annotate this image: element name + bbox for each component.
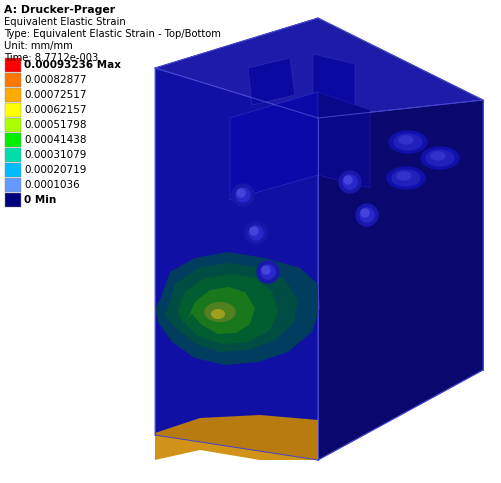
Text: 0.00051798: 0.00051798 xyxy=(24,120,86,130)
Ellipse shape xyxy=(388,131,426,153)
Text: Time: 8.7712e-003: Time: 8.7712e-003 xyxy=(4,53,98,63)
Bar xyxy=(5,58,21,72)
Circle shape xyxy=(249,227,258,235)
Ellipse shape xyxy=(430,152,444,160)
Ellipse shape xyxy=(391,170,419,186)
Bar xyxy=(5,178,21,192)
Polygon shape xyxy=(165,263,298,352)
Polygon shape xyxy=(155,415,317,460)
Circle shape xyxy=(236,189,244,197)
Bar xyxy=(5,88,21,102)
Text: 0.0001036: 0.0001036 xyxy=(24,180,80,190)
Text: 0.00020719: 0.00020719 xyxy=(24,165,86,175)
Ellipse shape xyxy=(420,147,458,169)
Ellipse shape xyxy=(425,150,453,166)
Text: 0.00072517: 0.00072517 xyxy=(24,90,86,100)
Ellipse shape xyxy=(393,134,421,150)
Bar xyxy=(5,133,21,147)
Polygon shape xyxy=(247,58,295,105)
Bar xyxy=(5,103,21,117)
Text: 0.00062157: 0.00062157 xyxy=(24,105,86,115)
Bar xyxy=(5,163,21,177)
Ellipse shape xyxy=(398,136,412,144)
Text: 0.00093236 Max: 0.00093236 Max xyxy=(24,60,121,70)
Circle shape xyxy=(359,208,373,222)
Circle shape xyxy=(257,261,279,283)
Bar xyxy=(5,148,21,162)
Text: Equivalent Elastic Strain: Equivalent Elastic Strain xyxy=(4,17,125,27)
Circle shape xyxy=(244,222,267,244)
Text: A: Drucker-Prager: A: Drucker-Prager xyxy=(4,5,115,15)
Polygon shape xyxy=(155,18,482,118)
Bar xyxy=(5,193,21,207)
Circle shape xyxy=(262,266,270,274)
Circle shape xyxy=(342,175,356,189)
Polygon shape xyxy=(210,309,224,319)
Circle shape xyxy=(248,226,263,240)
Bar xyxy=(5,73,21,87)
Circle shape xyxy=(355,204,377,226)
Text: 0.00031079: 0.00031079 xyxy=(24,150,86,160)
Text: Type: Equivalent Elastic Strain - Top/Bottom: Type: Equivalent Elastic Strain - Top/Bo… xyxy=(4,29,220,39)
Polygon shape xyxy=(155,68,317,460)
Ellipse shape xyxy=(396,172,410,180)
Circle shape xyxy=(235,188,249,202)
Polygon shape xyxy=(229,92,317,200)
Text: 0 Min: 0 Min xyxy=(24,195,56,205)
Polygon shape xyxy=(203,302,235,322)
Text: Unit: mm/mm: Unit: mm/mm xyxy=(4,41,73,51)
Polygon shape xyxy=(155,252,319,365)
Polygon shape xyxy=(317,92,369,188)
Text: 0.00082877: 0.00082877 xyxy=(24,75,86,85)
Text: 0.00041438: 0.00041438 xyxy=(24,135,86,145)
Bar xyxy=(5,118,21,132)
Circle shape xyxy=(231,184,254,206)
Polygon shape xyxy=(178,274,278,344)
Circle shape xyxy=(338,171,360,193)
Circle shape xyxy=(261,265,275,279)
Polygon shape xyxy=(317,100,482,460)
Polygon shape xyxy=(188,287,255,334)
Polygon shape xyxy=(313,54,354,108)
Circle shape xyxy=(343,176,351,184)
Circle shape xyxy=(360,209,368,217)
Ellipse shape xyxy=(386,167,424,189)
